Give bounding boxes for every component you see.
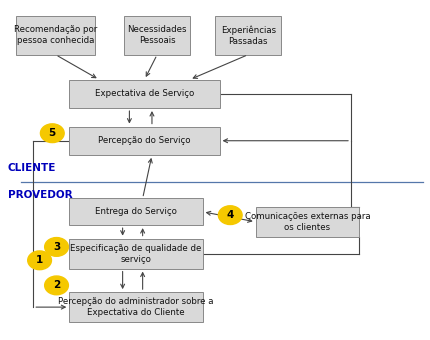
Text: 1: 1 [36,255,43,265]
Text: Expectativa de Serviço: Expectativa de Serviço [95,89,194,98]
FancyBboxPatch shape [69,199,203,225]
FancyBboxPatch shape [215,16,281,55]
FancyBboxPatch shape [69,239,203,269]
Circle shape [218,206,242,224]
Text: Percepção do administrador sobre a
Expectativa do Cliente: Percepção do administrador sobre a Expec… [58,297,214,317]
Text: 3: 3 [53,242,60,252]
Text: Entrega do Serviço: Entrega do Serviço [95,207,177,216]
Text: Percepção do Serviço: Percepção do Serviço [98,136,190,145]
Text: Recomendação por
pessoa conhecida: Recomendação por pessoa conhecida [14,26,97,46]
Text: 4: 4 [227,210,234,220]
Text: Experiências
Passadas: Experiências Passadas [221,25,276,46]
Text: CLIENTE: CLIENTE [8,163,56,173]
FancyBboxPatch shape [69,292,203,322]
Text: Especificação de qualidade de
serviço: Especificação de qualidade de serviço [70,243,202,264]
Text: Necessidades
Pessoais: Necessidades Pessoais [127,26,187,46]
FancyBboxPatch shape [16,16,95,55]
FancyBboxPatch shape [124,16,190,55]
FancyBboxPatch shape [69,80,220,108]
Text: PROVEDOR: PROVEDOR [8,190,72,200]
Circle shape [45,276,68,295]
Circle shape [28,251,52,270]
FancyBboxPatch shape [69,126,220,155]
Circle shape [40,124,64,142]
Circle shape [45,238,68,256]
FancyBboxPatch shape [256,207,359,237]
Text: 2: 2 [53,280,60,290]
Text: 5: 5 [49,128,56,138]
Text: Comunicações externas para
os clientes: Comunicações externas para os clientes [245,212,370,232]
